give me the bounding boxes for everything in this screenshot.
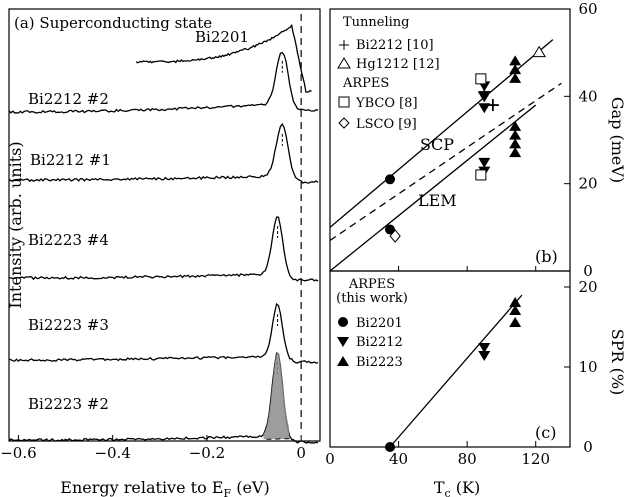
panel-c-points (385, 297, 522, 452)
panel-c-xlabel: Tc (K) (434, 478, 480, 497)
series-label: Bi2201 (195, 28, 249, 46)
background-dashed-line (263, 438, 290, 440)
panel-c: 0 10 20 0 40 80 120 SPR (%) (c) Tc (K) ARPES (… (325, 270, 627, 497)
panel-b-y-ticks: 0 20 40 60 (398, 0, 598, 280)
panel-c-point-bi2223 (509, 297, 522, 307)
panel-b-points (385, 45, 547, 243)
panel-c-legend: ARPES (this work) Bi2201 Bi2212 Bi2223 (336, 277, 408, 370)
panel-b-y-tick-label: 60 (578, 0, 597, 18)
panel-a-curves (8, 14, 319, 444)
panel-b-y-tick-label: 0 (583, 262, 593, 280)
panel-b-y-tick-label: 20 (578, 175, 597, 193)
panel-a-x-ticks: −0.6 −0.4 −0.2 0 (0, 435, 306, 462)
panel-c-point-bi2223 (509, 305, 522, 315)
legend-tunneling-title: Tunneling (343, 15, 410, 30)
panel-a-ylabel: Intensity (arb. units) (6, 141, 25, 308)
series-label: Bi2212 #1 (30, 151, 111, 169)
scp-label: SCP (420, 135, 454, 154)
spectrum-curve (8, 51, 319, 114)
legend-bi2212-ref: Bi2212 [10] (356, 38, 434, 53)
legend-lsco-ref: LSCO [9] (356, 117, 417, 132)
legend-hg1212-ref: Hg1212 [12] (356, 57, 440, 72)
panel-b-point-up-triangle (509, 55, 522, 66)
panel-b-point-open-diamond (389, 229, 401, 243)
panel-b-point-open-square (475, 169, 487, 181)
panel-c-x-tick-label: 40 (389, 450, 408, 468)
shaded-peak-area (263, 352, 290, 440)
legend-bi2212-marker (337, 337, 349, 347)
panel-c-point-bi2212 (478, 343, 491, 353)
panel-b-point-up-triangle (509, 120, 522, 131)
legend-open-diamond-marker (338, 117, 350, 129)
panel-c-label: (c) (535, 423, 556, 442)
panel-a-title: (a) Superconducting state (14, 14, 212, 32)
panel-b-point-up-triangle (509, 64, 522, 75)
legend-bi2223: Bi2223 (356, 355, 403, 370)
panel-c-y-tick-label: 0 (583, 438, 593, 456)
spectrum-curve (8, 216, 319, 282)
legend-bi2212: Bi2212 (356, 335, 403, 350)
panel-b-point-plus (478, 85, 491, 98)
spr-fit-line (389, 294, 523, 448)
panel-a-frame (8, 8, 321, 442)
panel-c-point-bi2201 (385, 442, 395, 452)
panel-b-point-open-square (475, 73, 487, 85)
panel-c-y-tick-label: 10 (578, 358, 597, 376)
panel-b-point-up-triangle (509, 147, 522, 158)
panel-b-legend: Tunneling Bi2212 [10] Hg1212 [12] ARPES … (337, 15, 440, 132)
panel-c-x-tick-label: 120 (521, 450, 550, 468)
legend-bi2201-marker (338, 317, 348, 327)
panel-b-ylabel: Gap (meV) (608, 97, 627, 183)
panel-c-frame (329, 270, 571, 448)
panel-a-xlabel: Energy relative to EF (eV) (60, 478, 269, 497)
legend-open-square-marker (338, 96, 350, 108)
lem-label: LEM (418, 191, 457, 210)
legend-ybco-ref: YBCO [8] (355, 96, 418, 111)
legend-bi2201: Bi2201 (356, 316, 403, 331)
series-label: Bi2212 #2 (28, 90, 109, 108)
panel-b-point-plus (486, 99, 499, 112)
panel-a-series-labels: Bi2201 Bi2212 #2 Bi2212 #1 Bi2223 #4 Bi2223 … (28, 28, 249, 413)
panel-a-x-tick-label: −0.2 (189, 444, 225, 462)
spectrum-curve (8, 352, 319, 444)
legend-open-triangle-marker (337, 57, 351, 69)
legend-arpes-title: ARPES (342, 76, 389, 91)
panel-b-point-circle (385, 174, 395, 185)
spectrum-curve (8, 302, 319, 364)
panel-b-point-circle (385, 224, 395, 235)
panel-b: 0 20 40 60 Gap (meV) (b) SCP LEM Tunneling … (329, 0, 627, 280)
panel-a-x-tick-label: −0.4 (94, 444, 130, 462)
panel-a: (a) Superconducting state Bi2201 Bi2212 #… (0, 8, 321, 497)
panel-c-fit-line (389, 294, 523, 448)
series-label: Bi2223 #2 (28, 395, 109, 413)
panel-a-x-tick-label: −0.6 (0, 444, 36, 462)
series-label: Bi2223 #3 (28, 316, 109, 334)
panel-b-y-tick-label: 40 (578, 87, 597, 105)
panel-c-point-bi2212 (478, 351, 491, 361)
panel-b-point-up-triangle (509, 129, 522, 140)
panel-c-x-tick-label: 0 (325, 450, 335, 468)
panel-c-point-bi2223 (509, 317, 522, 327)
legend-arpes-thiswork-title: ARPES (348, 277, 395, 292)
panel-b-point-up-triangle (509, 72, 522, 83)
spectrum-curve (135, 23, 312, 93)
spectrum-curve (8, 122, 319, 184)
series-label: Bi2223 #4 (28, 231, 109, 249)
fit-line-lem (330, 104, 537, 271)
legend-arpes-thiswork-subtitle: (this work) (336, 291, 408, 306)
panel-c-y-tick-label: 20 (578, 278, 597, 296)
panel-b-point-down-triangle (478, 157, 491, 168)
fit-line-dashed (330, 82, 562, 241)
legend-plus-marker (339, 40, 349, 50)
panel-b-label: (b) (535, 247, 558, 266)
legend-bi2223-marker (337, 356, 349, 366)
panel-a-x-tick-label: 0 (296, 444, 306, 462)
panel-b-point-open-triangle (532, 45, 547, 58)
panel-c-ticks: 0 10 20 0 40 80 120 (325, 278, 597, 468)
panel-c-ylabel: SPR (%) (608, 329, 627, 396)
panel-b-point-up-triangle (509, 138, 522, 149)
panel-b-fit-lines (330, 39, 562, 271)
panel-c-x-tick-label: 80 (458, 450, 477, 468)
